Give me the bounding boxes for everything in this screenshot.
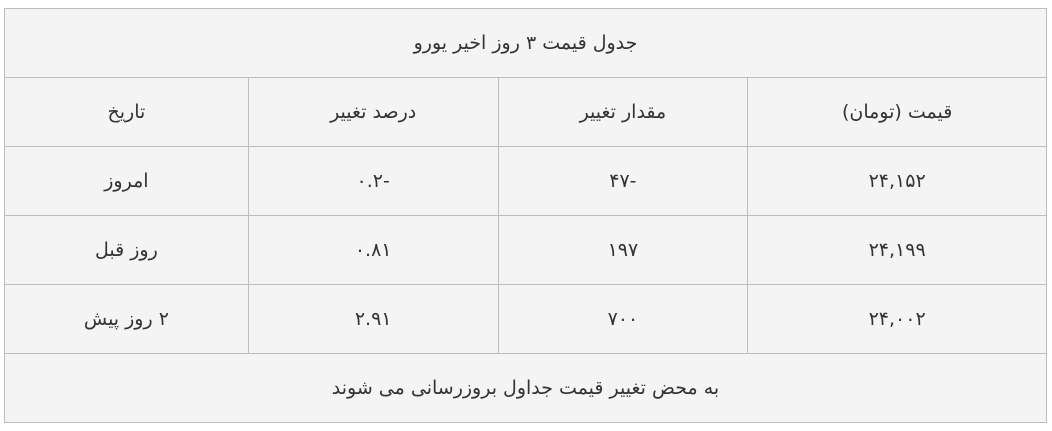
footer-row: به محض تغییر قیمت جداول بروزرسانی می شون…	[4, 353, 1047, 423]
change-cell: ۱۹۷	[497, 215, 749, 285]
table-row: ۲۴,۱۹۹ ۱۹۷ ۰.۸۱ روز قبل	[4, 215, 1047, 285]
table-title: جدول قیمت ۳ روز اخیر یورو	[4, 8, 1047, 78]
header-percent: درصد تغییر	[247, 77, 499, 147]
percent-cell: ۰.۲-	[247, 146, 499, 216]
percent-value: ۲.۹۱	[354, 308, 392, 330]
header-row: قیمت (تومان) مقدار تغییر درصد تغییر تاری…	[4, 77, 1047, 147]
change-value: ۴۷-	[609, 170, 637, 192]
price-value: ۲۴,۱۹۹	[868, 239, 926, 261]
percent-cell: ۰.۸۱	[247, 215, 499, 285]
percent-cell: ۲.۹۱	[247, 284, 499, 354]
date-cell: روز قبل	[4, 215, 249, 285]
change-cell: ۷۰۰	[497, 284, 749, 354]
price-value: ۲۴,۱۵۲	[868, 170, 926, 192]
table-row: ۲۴,۱۵۲ ۴۷- ۰.۲- امروز	[4, 146, 1047, 216]
euro-price-table: جدول قیمت ۳ روز اخیر یورو قیمت (تومان) م…	[4, 8, 1047, 423]
price-cell: ۲۴,۱۵۲	[747, 146, 1047, 216]
percent-value: ۰.۲-	[356, 170, 390, 192]
price-cell: ۲۴,۱۹۹	[747, 215, 1047, 285]
table-row: ۲۴,۰۰۲ ۷۰۰ ۲.۹۱ ۲ روز پیش	[4, 284, 1047, 354]
change-value: ۱۹۷	[607, 239, 639, 261]
date-cell: امروز	[4, 146, 249, 216]
price-cell: ۲۴,۰۰۲	[747, 284, 1047, 354]
date-cell: ۲ روز پیش	[4, 284, 249, 354]
change-cell: ۴۷-	[497, 146, 749, 216]
header-price: قیمت (تومان)	[747, 77, 1047, 147]
change-value: ۷۰۰	[607, 308, 639, 330]
title-row: جدول قیمت ۳ روز اخیر یورو	[4, 8, 1047, 78]
table-footer-note: به محض تغییر قیمت جداول بروزرسانی می شون…	[4, 353, 1047, 423]
price-value: ۲۴,۰۰۲	[868, 308, 926, 330]
header-change: مقدار تغییر	[497, 77, 749, 147]
percent-value: ۰.۸۱	[354, 239, 392, 261]
header-date: تاریخ	[4, 77, 249, 147]
